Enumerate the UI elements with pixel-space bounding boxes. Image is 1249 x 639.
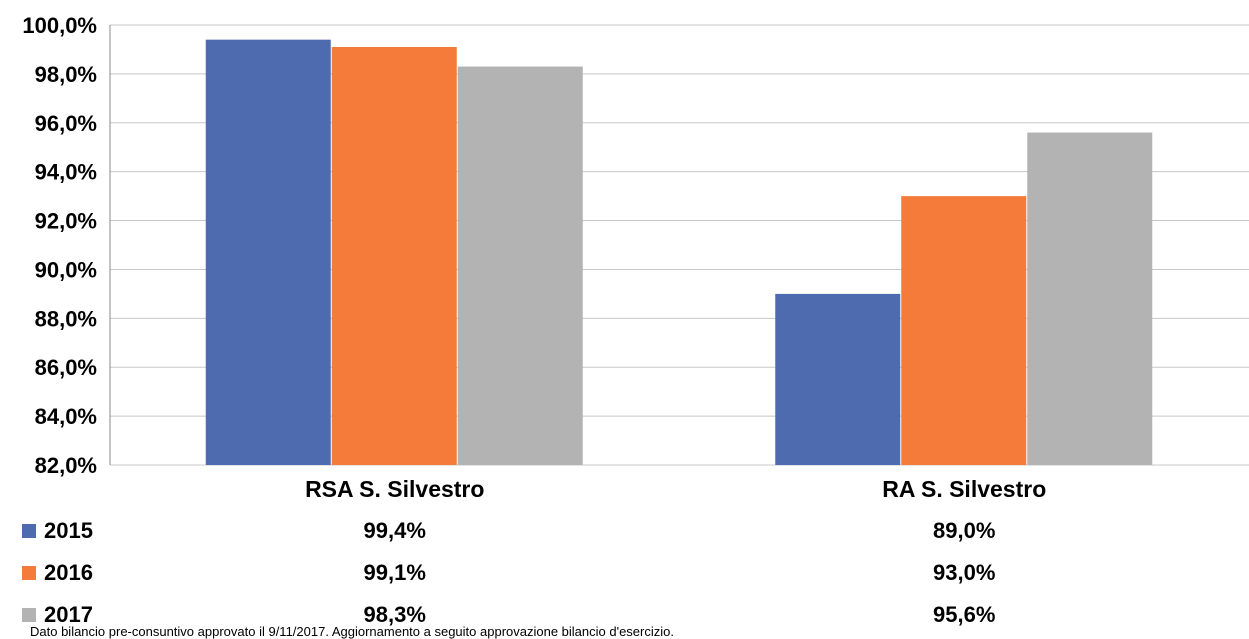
bar-2016-1: [901, 196, 1027, 465]
y-tick-label: 88,0%: [35, 306, 97, 331]
data-table: 2015 99,4% 89,0% 2016 99,1% 93,0% 2017 98,3% 95,…: [22, 518, 995, 627]
y-tick-label: 94,0%: [35, 160, 97, 185]
y-tick-label: 96,0%: [35, 111, 97, 136]
legend-swatch-2016: [22, 566, 36, 580]
data-label-2015-1: 89,0%: [933, 518, 995, 543]
footnote: Dato bilancio pre-consuntivo approvato i…: [30, 624, 674, 639]
y-tick-label: 100,0%: [22, 13, 97, 38]
y-tick-label: 82,0%: [35, 453, 97, 478]
bar-2015-1: [775, 293, 901, 465]
data-label-2017-0: 98,3%: [364, 602, 426, 627]
legend-label-2015: 2015: [44, 518, 93, 543]
data-label-2017-1: 95,6%: [933, 602, 995, 627]
x-category-label: RSA S. Silvestro: [305, 476, 484, 502]
data-label-2016-0: 99,1%: [364, 560, 426, 585]
x-category-label: RA S. Silvestro: [882, 476, 1046, 502]
legend-label-2017: 2017: [44, 602, 93, 627]
y-tick-label: 90,0%: [35, 257, 97, 282]
legend-swatch-2017: [22, 608, 36, 622]
bars: [205, 39, 1153, 466]
data-label-2016-1: 93,0%: [933, 560, 995, 585]
y-tick-label: 98,0%: [35, 62, 97, 87]
y-tick-label: 84,0%: [35, 404, 97, 429]
bar-2017-0: [457, 66, 583, 466]
y-tick-label: 86,0%: [35, 355, 97, 380]
y-axis-labels: 82,0% 84,0% 86,0% 88,0% 90,0% 92,0% 94,0% 96,0%…: [22, 13, 97, 478]
bar-2017-1: [1027, 132, 1153, 466]
bar-2015-0: [205, 39, 331, 466]
x-axis-category-labels: RSA S. Silvestro RA S. Silvestro: [305, 476, 1046, 502]
legend-swatch-2015: [22, 524, 36, 538]
data-label-2015-0: 99,4%: [364, 518, 426, 543]
y-tick-label: 92,0%: [35, 209, 97, 234]
legend-label-2016: 2016: [44, 560, 93, 585]
bar-2016-0: [331, 47, 457, 465]
